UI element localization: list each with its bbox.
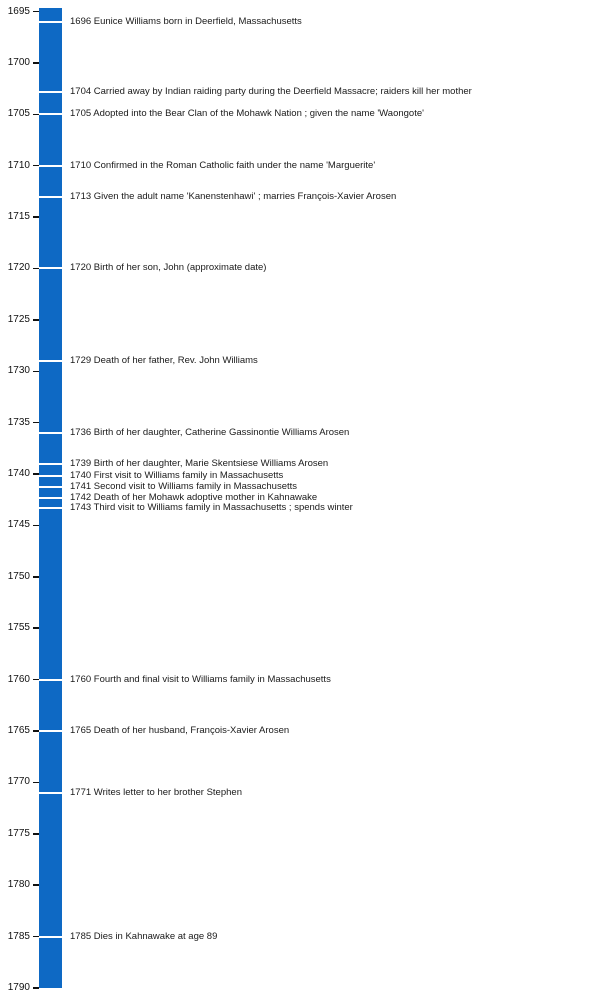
axis-tick [33, 421, 39, 424]
axis-tick [33, 730, 39, 732]
event-marker [39, 359, 62, 362]
event-label: 1739 Birth of her daughter, Marie Skents… [70, 457, 329, 469]
event-label: 1696 Eunice Williams born in Deerfield, … [70, 15, 302, 27]
axis-year-label: 1740 [7, 468, 30, 480]
event-marker [39, 485, 62, 488]
event-label: 1713 Given the adult name 'Kanenstenhawi… [70, 190, 397, 202]
event-label: 1729 Death of her father, Rev. John Will… [70, 354, 258, 366]
event-label: 1743 Third visit to Williams family in M… [70, 501, 353, 513]
event-marker [39, 113, 62, 116]
event-label: 1760 Fourth and final visit to Williams … [70, 673, 331, 685]
axis-tick [33, 576, 39, 578]
event-marker [39, 164, 62, 167]
event-label: 1736 Birth of her daughter, Catherine Ga… [70, 426, 350, 438]
axis-tick [33, 370, 39, 372]
axis-tick [33, 524, 39, 527]
axis-year-label: 1790 [7, 982, 30, 993]
event-marker [39, 267, 62, 270]
event-marker [39, 462, 62, 465]
axis-year-label: 1710 [7, 159, 30, 171]
event-marker [39, 678, 62, 681]
axis-year-label: 1775 [7, 827, 30, 839]
axis-tick [33, 164, 39, 167]
axis-year-label: 1745 [7, 519, 30, 531]
event-marker [39, 474, 62, 477]
event-label: 1704 Carried away by Indian raiding part… [70, 86, 472, 97]
event-label: 1720 Birth of her son, John (approximate… [70, 262, 267, 274]
event-label: 1710 Confirmed in the Roman Catholic fai… [70, 159, 376, 171]
event-label: 1771 Writes letter to her brother Stephe… [70, 786, 242, 798]
axis-year-label: 1770 [7, 776, 30, 788]
event-marker [39, 935, 62, 938]
event-marker [39, 791, 62, 794]
axis-year-label: 1755 [7, 622, 30, 634]
axis-year-label: 1785 [7, 930, 30, 942]
event-label: 1741 Second visit to Williams family in … [70, 480, 298, 492]
axis-year-label: 1695 [7, 5, 30, 17]
event-marker [39, 730, 62, 733]
axis-tick [33, 833, 39, 835]
event-marker [39, 431, 62, 434]
axis-tick [33, 781, 39, 784]
axis-year-label: 1760 [7, 673, 30, 685]
axis-year-label: 1720 [7, 262, 30, 274]
axis-tick [33, 267, 39, 270]
axis-year-label: 1780 [7, 879, 30, 891]
event-label: 1740 First visit to Williams family in M… [70, 469, 284, 481]
event-marker [39, 496, 62, 499]
axis-year-label: 1725 [7, 313, 30, 325]
axis-tick [33, 987, 39, 989]
axis-tick [33, 319, 39, 321]
event-marker [39, 91, 62, 93]
axis-tick [33, 10, 39, 13]
axis-tick [33, 627, 39, 629]
axis-tick [33, 216, 39, 218]
event-marker [39, 195, 62, 198]
axis-year-label: 1715 [7, 211, 30, 223]
axis-year-label: 1765 [7, 725, 30, 737]
event-marker [39, 506, 62, 509]
axis-year-label: 1750 [7, 570, 30, 582]
axis-tick [33, 884, 39, 886]
axis-tick [33, 113, 39, 116]
event-label: 1785 Dies in Kahnawake at age 89 [70, 930, 218, 942]
axis-tick [33, 62, 39, 64]
axis-year-label: 1730 [7, 365, 30, 377]
axis-tick [33, 473, 39, 475]
event-marker [39, 20, 62, 23]
axis-year-label: 1705 [7, 108, 30, 120]
axis-year-label: 1700 [7, 56, 30, 68]
axis-year-label: 1735 [7, 416, 30, 428]
event-label: 1742 Death of her Mohawk adoptive mother… [70, 491, 318, 503]
event-label: 1765 Death of her husband, François-Xavi… [70, 725, 290, 737]
axis-tick [33, 935, 39, 938]
event-label: 1705 Adopted into the Bear Clan of the M… [70, 108, 424, 120]
axis-tick [33, 678, 39, 681]
